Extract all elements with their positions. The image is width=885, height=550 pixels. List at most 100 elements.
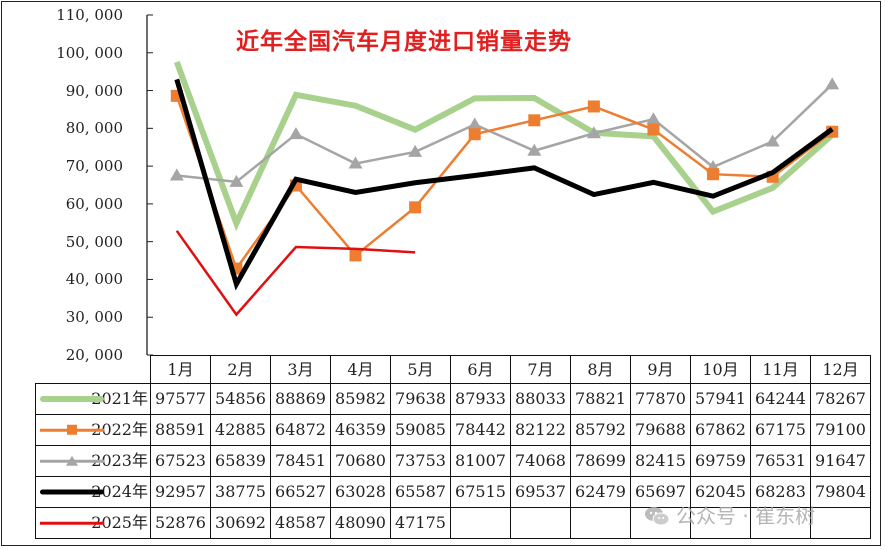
table-cell: 79688 xyxy=(630,414,691,446)
y-tick-label: 70, 000 xyxy=(65,157,123,176)
legend-swatch-icon xyxy=(40,521,104,525)
table-cell: 74068 xyxy=(510,445,571,477)
table-cell: 78699 xyxy=(570,445,631,477)
legend-label: 2022年 xyxy=(91,420,148,439)
table-cell: 70680 xyxy=(330,445,391,477)
table-cell: 64244 xyxy=(750,383,811,415)
table-cell: 47175 xyxy=(390,507,451,539)
table-cell: 65587 xyxy=(390,476,451,508)
table-row: 2023年 67523 65839 78451 70680 73753 81007 74068… xyxy=(35,445,871,477)
legend-cell: 2025年 xyxy=(35,507,151,539)
watermark-text: 公众号 · 崔东树 xyxy=(676,504,816,528)
table-cell xyxy=(450,507,511,539)
table-cell: 77870 xyxy=(630,383,691,415)
month-header: 10月 xyxy=(690,355,751,384)
square-marker-icon xyxy=(707,168,720,181)
square-marker-icon xyxy=(349,249,362,262)
legend-cell: 2022年 xyxy=(35,414,151,446)
table-cell: 63028 xyxy=(330,476,391,508)
month-header: 1月 xyxy=(150,355,211,384)
table-cell: 73753 xyxy=(390,445,451,477)
square-marker-icon xyxy=(409,201,422,214)
triangle-marker-icon xyxy=(169,168,184,181)
table-cell xyxy=(810,507,871,539)
table-cell: 78442 xyxy=(450,414,511,446)
table-cell: 92957 xyxy=(150,476,211,508)
table-cell: 48587 xyxy=(270,507,331,539)
table-cell: 64872 xyxy=(270,414,331,446)
triangle-marker-icon xyxy=(825,77,840,90)
table-cell: 81007 xyxy=(450,445,511,477)
month-header: 7月 xyxy=(510,355,571,384)
triangle-marker-icon xyxy=(348,156,363,169)
month-header: 12月 xyxy=(810,355,871,384)
series-line-2022年 xyxy=(175,95,833,272)
legend-label: 2025年 xyxy=(91,513,148,532)
legend-label: 2023年 xyxy=(91,451,148,470)
y-tick-label: 60, 000 xyxy=(65,194,123,213)
table-header-row: 1月 2月 3月 4月 5月 6月 7月 8月 9月 10月 11月 12月 xyxy=(35,355,871,384)
table-cell: 42885 xyxy=(210,414,271,446)
table-cell: 69759 xyxy=(690,445,751,477)
legend-swatch-icon xyxy=(40,396,104,402)
month-header: 8月 xyxy=(570,355,631,384)
y-tick-label: 90, 000 xyxy=(65,81,123,100)
triangle-marker-icon xyxy=(765,134,780,147)
triangle-marker-icon xyxy=(467,117,482,130)
table-cell: 54856 xyxy=(210,383,271,415)
legend-swatch-icon xyxy=(40,456,104,466)
table-cell: 30692 xyxy=(210,507,271,539)
table-cell: 97577 xyxy=(150,383,211,415)
legend-cell: 2024年 xyxy=(35,476,151,508)
table-cell: 67175 xyxy=(750,414,811,446)
month-header: 6月 xyxy=(450,355,511,384)
triangle-marker-icon xyxy=(586,126,601,139)
legend-swatch-icon xyxy=(40,489,104,495)
y-tick-label: 40, 000 xyxy=(65,270,123,289)
table-cell: 67515 xyxy=(450,476,511,508)
table-cell xyxy=(570,507,631,539)
month-header: 11月 xyxy=(750,355,811,384)
table-cell: 79638 xyxy=(390,383,451,415)
table-row: 2022年 88591 42885 64872 46359 59085 78442 82122… xyxy=(35,414,871,446)
triangle-marker-icon xyxy=(646,112,661,125)
table-cell: 68283 xyxy=(750,476,811,508)
triangle-marker-icon xyxy=(229,174,244,187)
month-header: 5月 xyxy=(390,355,451,384)
wechat-icon xyxy=(645,507,670,526)
square-marker-icon xyxy=(647,123,660,136)
series-line-2023年 xyxy=(176,83,834,184)
table-cell: 87933 xyxy=(450,383,511,415)
y-tick-label: 30, 000 xyxy=(65,308,123,327)
table-cell: 46359 xyxy=(330,414,391,446)
series-line-2025年 xyxy=(175,230,416,317)
table-cell: 79804 xyxy=(810,476,871,508)
table-cell: 67862 xyxy=(690,414,751,446)
series-line-2021年 xyxy=(173,60,835,232)
table-cell: 88033 xyxy=(510,383,571,415)
y-tick-label: 50, 000 xyxy=(65,232,123,251)
watermark: 公众号 · 崔东树 xyxy=(644,500,815,529)
month-header: 9月 xyxy=(630,355,691,384)
table-cell: 57941 xyxy=(690,383,751,415)
table-cell: 91647 xyxy=(810,445,871,477)
table-row: 2024年 92957 38775 66527 63028 65587 67515 69537… xyxy=(35,476,871,508)
legend-label: 2024年 xyxy=(91,482,148,501)
table-row: 2021年 97577 54856 88869 85982 79638 87933 88033… xyxy=(35,383,871,415)
table-cell: 85792 xyxy=(570,414,631,446)
month-header: 3月 xyxy=(270,355,331,384)
table-corner xyxy=(35,355,151,384)
month-header: 4月 xyxy=(330,355,391,384)
table-cell xyxy=(750,507,811,539)
table-cell: 78821 xyxy=(570,383,631,415)
table-cell xyxy=(690,507,751,539)
table-cell: 82415 xyxy=(630,445,691,477)
table-cell: 82122 xyxy=(510,414,571,446)
table-cell: 52876 xyxy=(150,507,211,539)
data-table: 1月 2月 3月 4月 5月 6月 7月 8月 9月 10月 11月 12月 2021年 97577 548… xyxy=(35,355,871,539)
table-cell: 59085 xyxy=(390,414,451,446)
table-cell: 78451 xyxy=(270,445,331,477)
table-cell: 48090 xyxy=(330,507,391,539)
table-cell: 85982 xyxy=(330,383,391,415)
